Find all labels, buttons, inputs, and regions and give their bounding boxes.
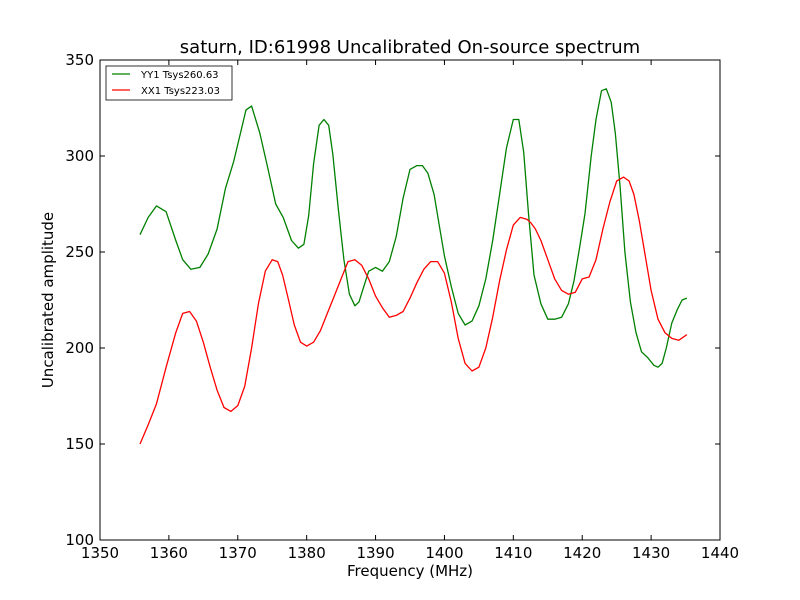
x-tick-label: 1370 xyxy=(219,544,257,562)
x-tick-label: 1350 xyxy=(81,544,119,562)
series-group xyxy=(139,88,688,445)
x-tick-label: 1420 xyxy=(563,544,601,562)
plot-area xyxy=(99,59,721,541)
y-tick-label: 200 xyxy=(65,339,94,357)
x-tick-label: 1390 xyxy=(356,544,394,562)
y-tick-label: 100 xyxy=(65,531,94,549)
series-line-xx1 xyxy=(139,176,688,445)
legend-box xyxy=(105,65,233,101)
x-tick-label: 1360 xyxy=(150,544,188,562)
legend: YY1 Tsys260.63 XX1 Tsys223.03 xyxy=(105,65,233,101)
y-tick-label: 300 xyxy=(65,147,94,165)
x-tick-label: 1400 xyxy=(425,544,463,562)
x-tick-label: 1380 xyxy=(288,544,326,562)
x-tick-label: 1440 xyxy=(701,544,739,562)
series-line-yy1 xyxy=(139,88,688,368)
legend-label-xx1: XX1 Tsys223.03 xyxy=(141,86,220,97)
chart-title: saturn, ID:61998 Uncalibrated On-source … xyxy=(180,37,640,58)
x-tick-label: 1410 xyxy=(494,544,532,562)
y-tick-label: 250 xyxy=(65,243,94,261)
y-tick-label: 150 xyxy=(65,435,94,453)
axis-ticks: 1350 1360 1370 1380 1390 1400 1410 1420 1430 1440… xyxy=(65,51,739,562)
x-axis-label: Frequency (MHz) xyxy=(347,562,473,580)
y-axis-label: Uncalibrated amplitude xyxy=(39,212,57,388)
y-tick-label: 350 xyxy=(65,51,94,69)
plot-frame xyxy=(99,59,721,541)
x-tick-label: 1430 xyxy=(632,544,670,562)
legend-label-yy1: YY1 Tsys260.63 xyxy=(140,70,219,81)
